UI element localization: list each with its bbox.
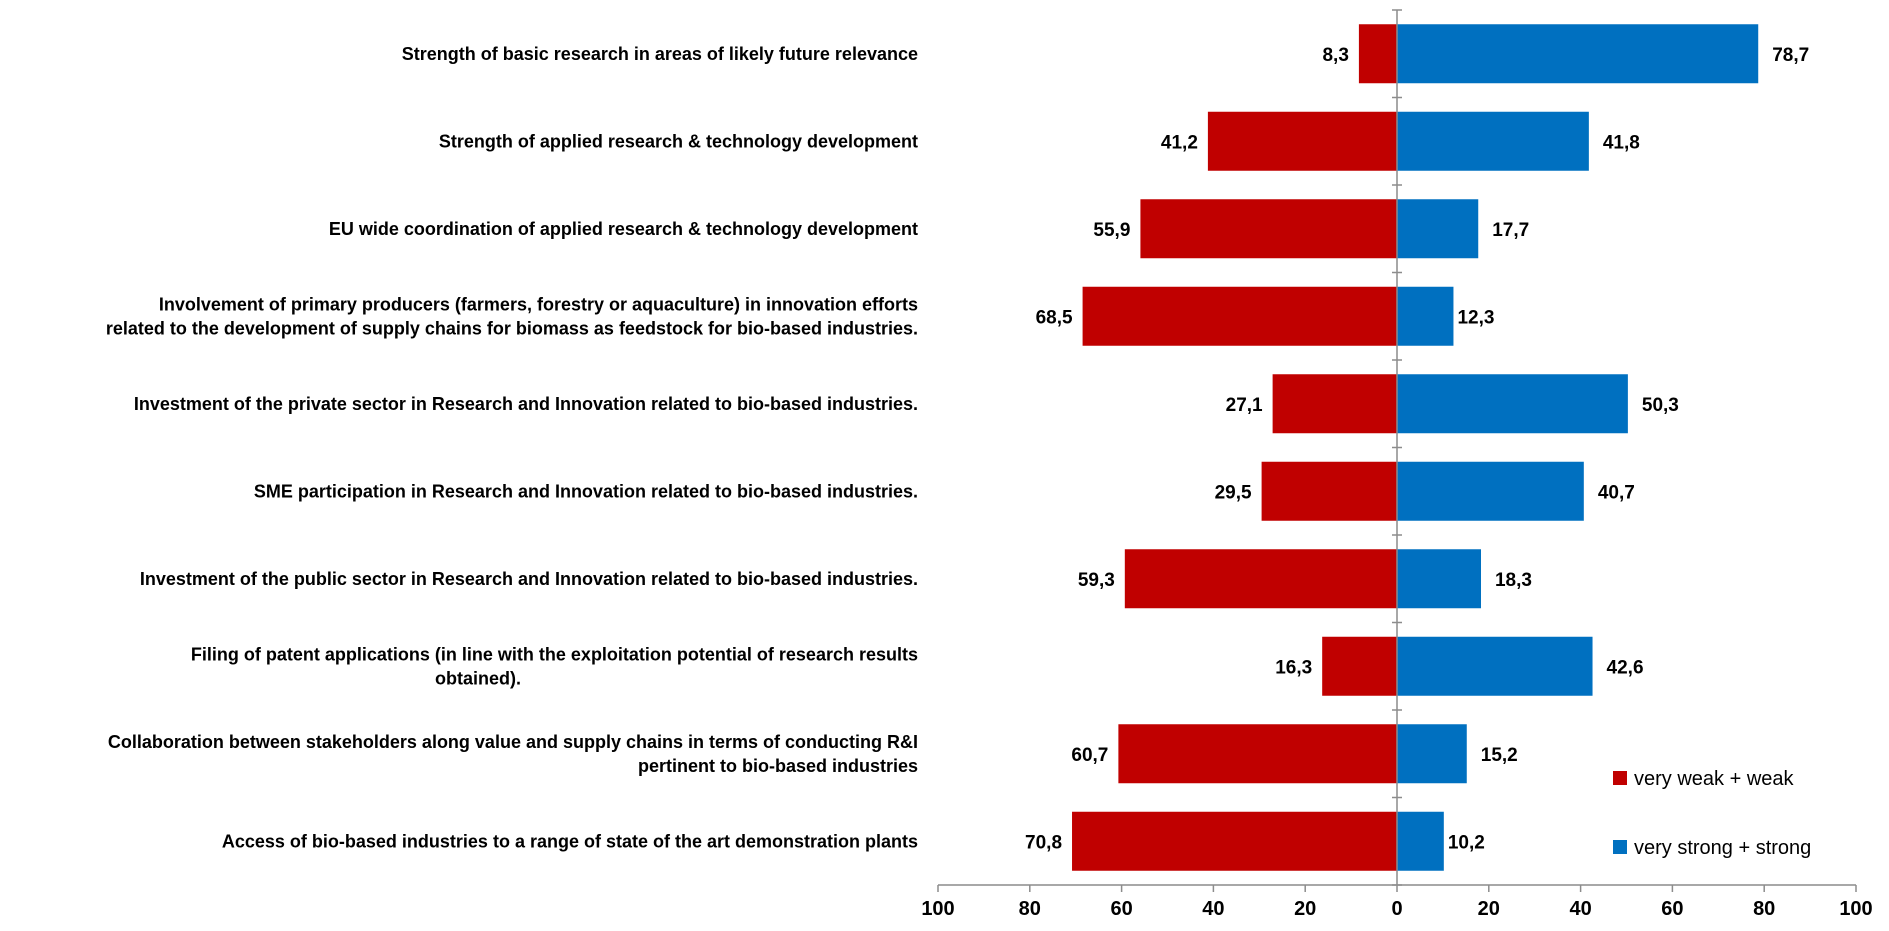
bar-strong (1397, 286, 1454, 346)
bar-weak (1140, 199, 1397, 259)
x-tick-label: 100 (921, 898, 954, 920)
bar-strong (1397, 549, 1481, 609)
value-label-strong: 40,7 (1598, 482, 1635, 503)
legend-swatch (1613, 771, 1627, 785)
x-tick-label: 0 (1391, 898, 1402, 920)
x-tick-label: 100 (1839, 898, 1872, 920)
value-label-weak: 29,5 (1215, 482, 1252, 503)
bar-strong (1397, 724, 1467, 784)
value-label-strong: 17,7 (1492, 220, 1529, 241)
value-label-weak: 16,3 (1275, 657, 1312, 678)
bar-strong (1397, 111, 1589, 171)
x-tick-label: 80 (1019, 898, 1041, 920)
value-label-weak: 41,2 (1161, 132, 1198, 153)
category-label: Strength of applied research & technolog… (439, 131, 918, 151)
category-label: Collaboration between stakeholders along… (108, 732, 918, 752)
value-label-weak: 8,3 (1322, 45, 1348, 66)
category-label: Filing of patent applications (in line w… (191, 644, 918, 664)
value-label-strong: 78,7 (1772, 45, 1809, 66)
bar-strong (1397, 636, 1593, 696)
x-tick-label: 80 (1753, 898, 1775, 920)
bar-strong (1397, 461, 1584, 521)
bar-strong (1397, 374, 1628, 434)
bar-weak (1118, 724, 1397, 784)
x-tick-label: 40 (1569, 898, 1591, 920)
bar-weak (1272, 374, 1397, 434)
category-label: Involvement of primary producers (farmer… (159, 294, 918, 314)
legend-swatch (1613, 840, 1627, 854)
bar-weak (1124, 549, 1397, 609)
category-label: SME participation in Research and Innova… (254, 481, 918, 501)
bar-weak (1082, 286, 1397, 346)
bar-strong (1397, 199, 1479, 259)
value-label-strong: 10,2 (1448, 832, 1485, 853)
value-label-strong: 42,6 (1607, 657, 1644, 678)
category-label: Strength of basic research in areas of l… (402, 44, 918, 64)
bar-weak (1072, 811, 1397, 871)
x-tick-label: 20 (1294, 898, 1316, 920)
value-label-strong: 50,3 (1642, 395, 1679, 416)
category-label: Investment of the private sector in Rese… (134, 394, 918, 414)
bar-strong (1397, 24, 1759, 84)
bar-weak (1207, 111, 1397, 171)
category-label: pertinent to bio-based industries (638, 756, 918, 776)
x-tick-label: 60 (1661, 898, 1683, 920)
x-tick-label: 40 (1202, 898, 1224, 920)
x-tick-label: 60 (1110, 898, 1132, 920)
bar-weak (1358, 24, 1397, 84)
category-label: related to the development of supply cha… (106, 318, 918, 338)
value-label-weak: 68,5 (1036, 307, 1073, 328)
value-label-weak: 70,8 (1025, 832, 1062, 853)
legend-label: very weak + weak (1634, 768, 1795, 790)
category-label: Access of bio-based industries to a rang… (222, 831, 918, 851)
value-label-weak: 27,1 (1226, 395, 1263, 416)
bar-strong (1397, 811, 1444, 871)
value-label-strong: 41,8 (1603, 132, 1640, 153)
category-label: EU wide coordination of applied research… (329, 219, 918, 239)
bar-weak (1261, 461, 1397, 521)
legend-label: very strong + strong (1634, 837, 1811, 859)
value-label-weak: 60,7 (1071, 745, 1108, 766)
value-label-strong: 12,3 (1457, 307, 1494, 328)
bar-weak (1322, 636, 1397, 696)
value-label-weak: 59,3 (1078, 570, 1115, 591)
value-label-weak: 55,9 (1093, 220, 1130, 241)
category-label: obtained). (435, 668, 521, 688)
category-label: Investment of the public sector in Resea… (140, 569, 918, 589)
value-label-strong: 15,2 (1481, 745, 1518, 766)
value-label-strong: 18,3 (1495, 570, 1532, 591)
x-tick-label: 20 (1478, 898, 1500, 920)
